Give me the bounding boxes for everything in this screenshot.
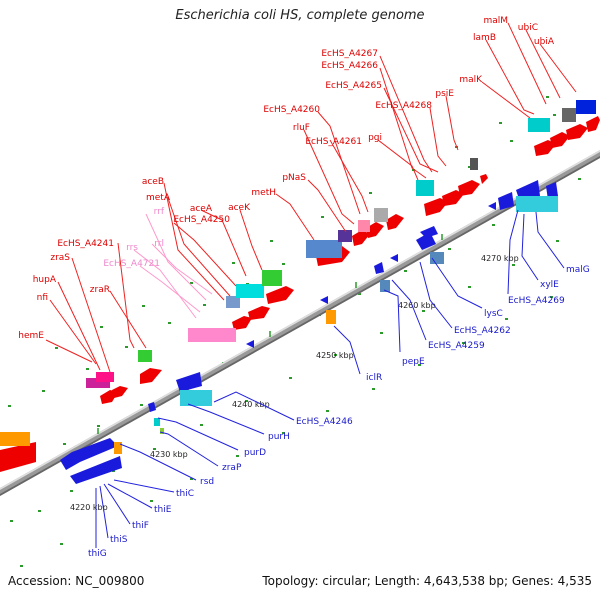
gene-label: rluF	[293, 123, 310, 133]
gene-label: malG	[566, 265, 590, 275]
gene-label: rsd	[200, 477, 214, 487]
gene-label: EcHS_A4262	[454, 326, 511, 336]
gene-label: rrl	[154, 239, 164, 249]
gene-label: aceA	[190, 204, 213, 214]
scale-label: 4250 kbp	[316, 351, 354, 360]
gene-label: ubiC	[518, 23, 538, 33]
gene-label: malK	[459, 75, 483, 85]
gene-label: thiG	[88, 549, 107, 559]
scale-label: 4230 kbp	[150, 450, 188, 459]
gene-label: purD	[244, 448, 266, 458]
gene-label: EcHS_A4268	[375, 101, 432, 111]
gene-label: zraP	[222, 463, 242, 473]
gene-label: EcHS_A4261	[305, 137, 362, 147]
reverse-leader-lines	[95, 209, 565, 548]
scale-label: 4220 kbp	[70, 503, 108, 512]
gene-label: thiS	[110, 535, 128, 545]
gene-label: lamB	[473, 33, 496, 43]
gene-label: purH	[268, 432, 290, 442]
scale-labels: 4220 kbp 4230 kbp 4240 kbp 4250 kbp 4260…	[70, 254, 519, 512]
gene-label: EcHS_A4260	[263, 105, 320, 115]
gene-label: rrf	[154, 207, 165, 217]
gene-label: EcHS_A4259	[428, 341, 485, 351]
rna-leader-lines	[133, 213, 213, 319]
scale-label: 4260 kbp	[398, 301, 436, 310]
rna-gene-labels: rrf rrs EcHS_A4721 rrl	[103, 207, 165, 269]
scale-label: 4270 kbp	[481, 254, 519, 263]
map-title: Escherichia coli HS, complete genome	[175, 8, 425, 23]
forward-leader-lines	[45, 22, 577, 373]
gene-label: hupA	[33, 275, 57, 285]
gene-label: EcHS_A4265	[325, 81, 382, 91]
accession-label: Accession: NC_009800	[8, 574, 145, 588]
gene-label: thiE	[154, 505, 172, 515]
gene-label: aceK	[228, 203, 251, 213]
gene-label: EcHS_A4721	[103, 259, 160, 269]
forward-gene-features	[0, 100, 600, 472]
gene-label: ubiA	[534, 37, 555, 47]
gene-label: EcHS_A4267	[321, 49, 378, 59]
gene-label: nfi	[37, 293, 48, 303]
gene-label: metA	[146, 193, 171, 203]
gene-label: EcHS_A4250	[173, 215, 230, 225]
scale-label: 4240 kbp	[232, 400, 270, 409]
gene-label: pgi	[368, 133, 382, 143]
gene-label: aceB	[142, 177, 164, 187]
gene-label: zraR	[90, 285, 110, 295]
gene-label: rrs	[126, 243, 138, 253]
gene-label: EcHS_A4269	[508, 296, 565, 306]
gene-label: pepE	[402, 357, 425, 367]
gene-label: thiC	[176, 489, 194, 499]
gene-label: iclR	[366, 373, 382, 383]
gene-label: lysC	[484, 309, 503, 319]
gene-label: EcHS_A4266	[321, 61, 378, 71]
reverse-gene-labels: thiG thiS thiF thiE thiC rsd zraP purD p…	[88, 265, 590, 559]
gene-label: pNaS	[282, 173, 306, 183]
gene-label: xylE	[540, 280, 559, 290]
gene-label: malM	[483, 16, 508, 26]
gene-label: EcHS_A4241	[57, 239, 114, 249]
gene-label: zraS	[50, 253, 70, 263]
reverse-gene-features	[60, 180, 558, 484]
forward-gene-labels: hemE nfi hupA zraS EcHS_A4241 zraR aceB …	[18, 16, 555, 341]
gene-label: psiE	[435, 89, 454, 99]
gene-label: thiF	[132, 521, 149, 531]
genome-stats-label: Topology: circular; Length: 4,643,538 bp…	[262, 574, 592, 588]
gene-label: metH	[251, 188, 276, 198]
gene-label: EcHS_A4246	[296, 417, 353, 427]
gene-label: hemE	[18, 331, 44, 341]
